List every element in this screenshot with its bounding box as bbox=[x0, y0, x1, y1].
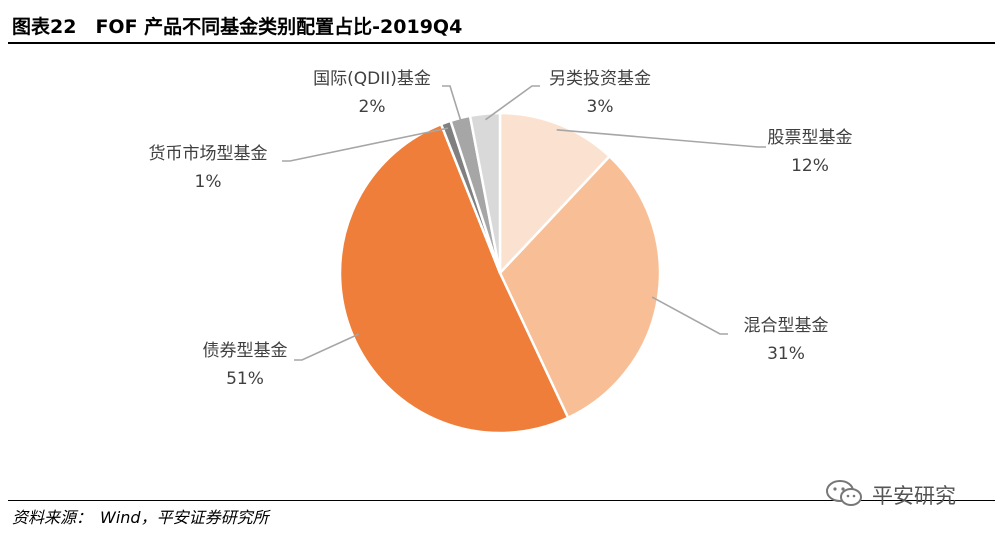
footer-divider bbox=[8, 500, 995, 501]
slice-labels: 股票型基金 12% 混合型基金 31% 债券型基金 51% 货币市场型基金 1% 国际(QDII… bbox=[149, 69, 853, 389]
slice-category-label: 货币市场型基金 bbox=[149, 144, 268, 164]
leader-line-3 bbox=[294, 333, 359, 361]
pie-slice-6 bbox=[468, 111, 502, 274]
pie-slice-2 bbox=[498, 154, 662, 420]
leader-lines bbox=[282, 85, 766, 361]
slice-category-label: 股票型基金 bbox=[768, 128, 853, 148]
slice-category-label: 债券型基金 bbox=[203, 341, 288, 361]
slice-value-label: 3% bbox=[587, 97, 614, 117]
slice-value-label: 51% bbox=[226, 369, 264, 389]
leader-line-1 bbox=[556, 129, 766, 148]
leader-line-2 bbox=[651, 296, 728, 335]
pie-slices bbox=[338, 111, 662, 435]
leader-line-4 bbox=[282, 127, 448, 162]
source-note: 资料来源： Wind，平安证券研究所 bbox=[12, 508, 269, 527]
pie-chart: 股票型基金 12% 混合型基金 31% 债券型基金 51% 货币市场型基金 1% 国际(QDII… bbox=[149, 69, 853, 435]
title-divider bbox=[8, 42, 995, 44]
leader-line-5 bbox=[442, 85, 463, 125]
slice-category-label: 国际(QDII)基金 bbox=[313, 69, 431, 89]
leader-line-6 bbox=[485, 85, 540, 121]
title-bar: 图表22 FOF 产品不同基金类别配置占比-2019Q4 bbox=[8, 8, 995, 42]
watermark-text: 平安研究 bbox=[872, 484, 956, 508]
pie-slice-1 bbox=[498, 111, 612, 277]
slice-value-label: 12% bbox=[791, 156, 829, 176]
slice-value-label: 1% bbox=[195, 172, 222, 192]
slice-value-label: 2% bbox=[359, 97, 386, 117]
page-title: 图表22 FOF 产品不同基金类别配置占比-2019Q4 bbox=[12, 16, 463, 38]
slice-category-label: 混合型基金 bbox=[744, 316, 829, 336]
slice-category-label: 另类投资基金 bbox=[549, 69, 651, 89]
slice-value-label: 31% bbox=[767, 344, 805, 364]
wechat-icon bbox=[826, 480, 862, 506]
watermark: 平安研究 bbox=[822, 478, 992, 508]
